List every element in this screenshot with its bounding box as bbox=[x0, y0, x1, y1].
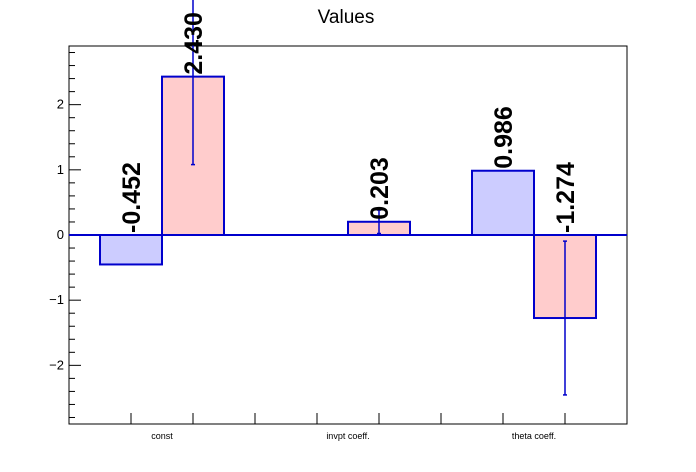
y-tick-label: −2 bbox=[49, 357, 64, 372]
data-label: -0.452 bbox=[118, 162, 146, 233]
x-category-label: const bbox=[151, 431, 173, 441]
data-label: 0.986 bbox=[490, 106, 518, 169]
data-labels: -0.452 2.430 0.203 0.986 -1.274 bbox=[118, 12, 580, 233]
bars bbox=[99, 75, 597, 320]
bar bbox=[99, 234, 163, 266]
bar bbox=[471, 169, 535, 237]
error-bars bbox=[191, 0, 567, 396]
x-axis: const invpt coeff. theta coeff. bbox=[130, 413, 566, 441]
y-axis: −2 −1 0 1 2 bbox=[49, 52, 81, 418]
data-label: -1.274 bbox=[552, 162, 580, 233]
x-category-label: theta coeff. bbox=[512, 431, 556, 441]
data-label: 2.430 bbox=[180, 12, 208, 75]
data-label: 0.203 bbox=[366, 157, 394, 220]
y-tick-label: 1 bbox=[57, 162, 64, 177]
y-tick-label: −1 bbox=[49, 292, 64, 307]
y-tick-label: 2 bbox=[57, 97, 64, 112]
y-tick-label: 0 bbox=[57, 227, 64, 242]
chart-title: Values bbox=[318, 7, 375, 28]
x-category-label: invpt coeff. bbox=[326, 431, 369, 441]
